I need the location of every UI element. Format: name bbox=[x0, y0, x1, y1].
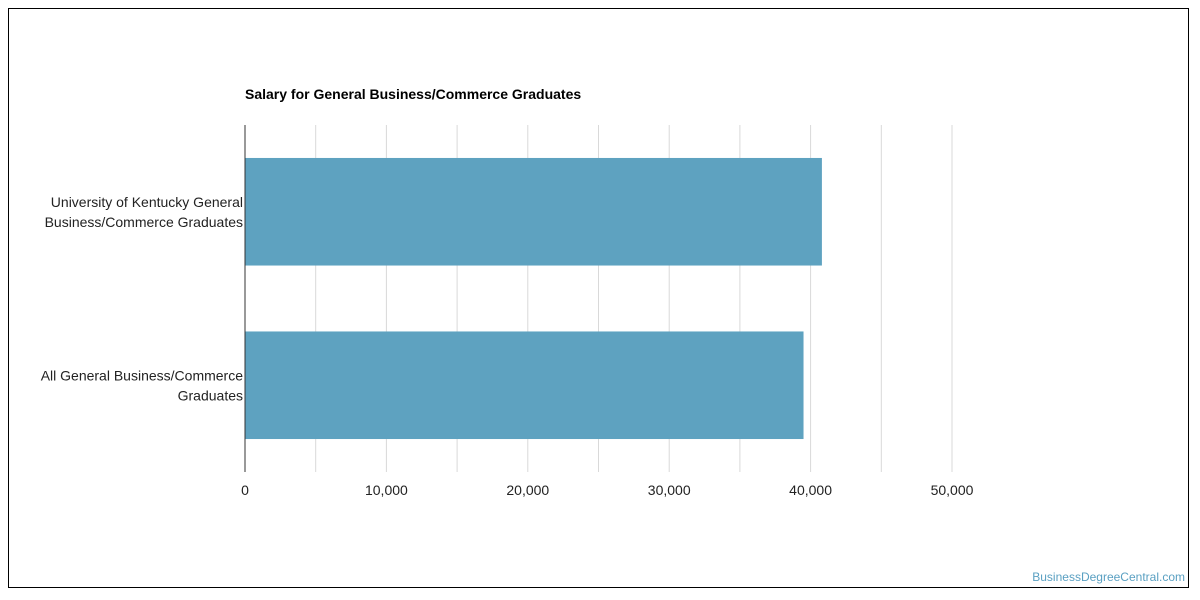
category-label: University of Kentucky General bbox=[51, 194, 243, 210]
x-tick-label: 20,000 bbox=[506, 482, 549, 498]
x-tick-label: 10,000 bbox=[365, 482, 408, 498]
category-label: Business/Commerce Graduates bbox=[45, 214, 243, 230]
x-tick-label: 0 bbox=[241, 482, 249, 498]
bar-1 bbox=[245, 157, 822, 266]
x-tick-labels: 0 10,000 20,000 30,000 40,000 50,000 bbox=[241, 482, 974, 498]
x-tick-label: 40,000 bbox=[789, 482, 832, 498]
bar-2 bbox=[245, 331, 804, 440]
chart-title: Salary for General Business/Commerce Gra… bbox=[245, 86, 581, 102]
chart-frame bbox=[8, 8, 1189, 588]
x-tick-label: 50,000 bbox=[931, 482, 974, 498]
x-tick-label: 30,000 bbox=[648, 482, 691, 498]
bars bbox=[245, 157, 822, 440]
category-label: All General Business/Commerce bbox=[41, 367, 244, 383]
watermark[interactable]: BusinessDegreeCentral.com bbox=[1032, 570, 1185, 584]
category-label: Graduates bbox=[178, 387, 243, 403]
category-labels: University of Kentucky General Business/C… bbox=[41, 194, 244, 404]
